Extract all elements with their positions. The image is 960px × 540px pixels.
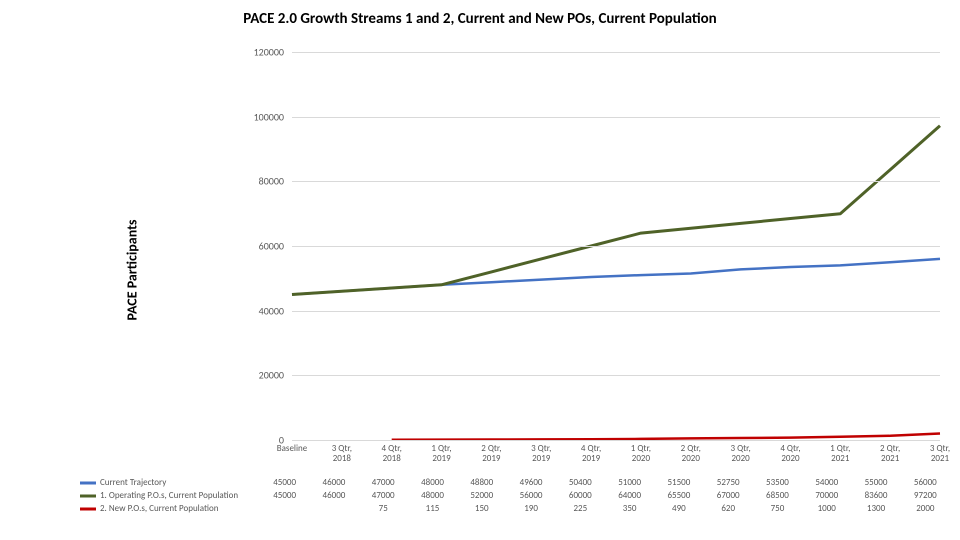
legend-swatch — [80, 507, 96, 510]
gridline — [292, 52, 940, 53]
data-cell: 350 — [605, 502, 654, 515]
data-cell: 83600 — [851, 489, 900, 502]
y-tick-label: 20000 — [259, 369, 284, 382]
series-line — [392, 434, 940, 440]
data-cell: 1300 — [851, 502, 900, 515]
data-cell: 46000 — [309, 476, 358, 489]
data-cell: 55000 — [851, 476, 900, 489]
data-cell: 75 — [359, 502, 408, 515]
data-cell: 45000 — [260, 476, 309, 489]
data-cell: 48800 — [457, 476, 506, 489]
plot-area: 020000400006000080000100000120000Baselin… — [292, 52, 940, 440]
data-cell: 64000 — [605, 489, 654, 502]
data-cell: 620 — [704, 502, 753, 515]
data-cell: 490 — [654, 502, 703, 515]
series-line — [292, 126, 940, 295]
data-cell: 52000 — [457, 489, 506, 502]
data-cell: 48000 — [408, 476, 457, 489]
data-cell: 45000 — [260, 489, 309, 502]
data-cell: 51500 — [654, 476, 703, 489]
table-row: 2. New P.O.s, Current Population 75115150… — [80, 502, 950, 515]
data-cell — [260, 502, 309, 515]
series-name-cell: 1. Operating P.O.s, Current Population — [80, 489, 260, 502]
data-cell: 67000 — [704, 489, 753, 502]
gridline — [292, 311, 940, 312]
data-cell: 49600 — [506, 476, 555, 489]
x-tick-label: 1 Qtr,2019 — [431, 444, 451, 465]
data-cell: 52750 — [704, 476, 753, 489]
legend-swatch — [80, 481, 96, 484]
data-cell: 750 — [753, 502, 802, 515]
data-cell: 54000 — [802, 476, 851, 489]
chart-area: 020000400006000080000100000120000Baselin… — [240, 52, 940, 440]
data-cell: 225 — [556, 502, 605, 515]
data-cell: 190 — [506, 502, 555, 515]
x-tick-label: 1 Qtr,2021 — [830, 444, 850, 465]
x-tick-label: 3 Qtr,2021 — [930, 444, 950, 465]
series-name-cell: Current Trajectory — [80, 476, 260, 489]
legend-swatch — [80, 494, 96, 497]
data-cell: 150 — [457, 502, 506, 515]
x-tick-label: 2 Qtr,2020 — [681, 444, 701, 465]
y-tick-label: 60000 — [259, 240, 284, 253]
x-tick-label: 4 Qtr,2018 — [382, 444, 402, 465]
table-row: 1. Operating P.O.s, Current Population45… — [80, 489, 950, 502]
data-cell: 56000 — [506, 489, 555, 502]
data-cell: 60000 — [556, 489, 605, 502]
x-tick-label: 3 Qtr,2020 — [730, 444, 750, 465]
series-name-cell: 2. New P.O.s, Current Population — [80, 502, 260, 515]
data-cell: 50400 — [556, 476, 605, 489]
table-row: Current Trajectory4500046000470004800048… — [80, 476, 950, 489]
data-cell: 1000 — [802, 502, 851, 515]
data-cell: 47000 — [359, 489, 408, 502]
x-tick-label: 2 Qtr,2019 — [481, 444, 501, 465]
gridline — [292, 440, 940, 441]
y-tick-label: 40000 — [259, 304, 284, 317]
data-cell: 2000 — [901, 502, 950, 515]
data-cell — [309, 502, 358, 515]
x-tick-label: 3 Qtr,2018 — [332, 444, 352, 465]
x-tick-label: Baseline — [277, 444, 308, 454]
data-cell: 97200 — [901, 489, 950, 502]
data-cell: 51000 — [605, 476, 654, 489]
data-cell: 53500 — [753, 476, 802, 489]
x-tick-label: 3 Qtr,2019 — [531, 444, 551, 465]
x-tick-label: 4 Qtr,2020 — [780, 444, 800, 465]
gridline — [292, 117, 940, 118]
gridline — [292, 375, 940, 376]
data-cell: 56000 — [901, 476, 950, 489]
y-tick-label: 80000 — [259, 175, 284, 188]
x-tick-label: 2 Qtr,2021 — [880, 444, 900, 465]
gridline — [292, 181, 940, 182]
data-cell: 68500 — [753, 489, 802, 502]
y-tick-label: 100000 — [254, 110, 284, 123]
data-cell: 65500 — [654, 489, 703, 502]
y-tick-label: 120000 — [254, 46, 284, 59]
data-cell: 47000 — [359, 476, 408, 489]
x-tick-label: 4 Qtr,2019 — [581, 444, 601, 465]
x-tick-label: 1 Qtr,2020 — [631, 444, 651, 465]
data-cell: 115 — [408, 502, 457, 515]
data-cell: 46000 — [309, 489, 358, 502]
data-table: Current Trajectory4500046000470004800048… — [80, 476, 950, 515]
y-axis-label: PACE Participants — [124, 219, 141, 320]
data-cell: 70000 — [802, 489, 851, 502]
data-cell: 48000 — [408, 489, 457, 502]
gridline — [292, 246, 940, 247]
chart-title: PACE 2.0 Growth Streams 1 and 2, Current… — [0, 10, 960, 28]
